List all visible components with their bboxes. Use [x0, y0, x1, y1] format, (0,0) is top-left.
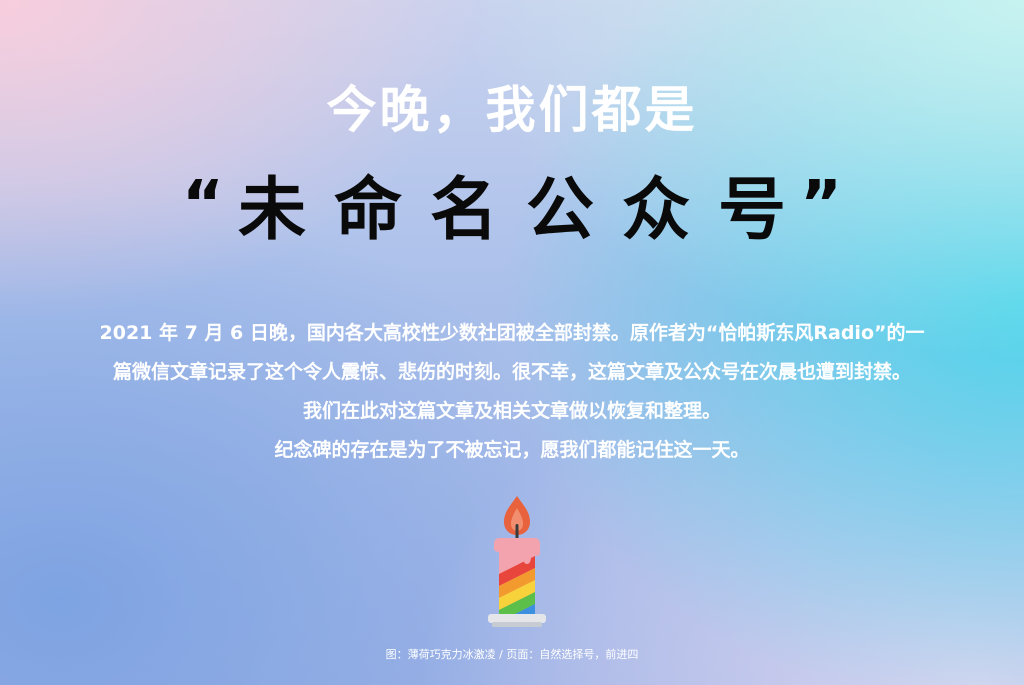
intro-line: 2021 年 7 月 6 日晚，国内各大高校性少数社团被全部封禁。原作者为“恰帕… — [99, 322, 925, 344]
close-quote: ” — [800, 168, 843, 242]
name-char: 未 — [237, 171, 306, 250]
name-char: 号 — [718, 171, 787, 250]
headline-line1: 今晚，我们都是 — [326, 81, 698, 139]
intro-text: 2021 年 7 月 6 日晚，国内各大高校性少数社团被全部封禁。原作者为“恰帕… — [40, 314, 984, 470]
name-char: 命 — [333, 171, 402, 250]
intro-line: 篇微信文章记录了这个令人震惊、悲伤的时刻。很不幸，这篇文章及公众号在次晨也遭到封… — [112, 361, 911, 383]
image-credit: 图：薄荷巧克力冰激凌 / 页面：自然选择号，前进四 — [385, 648, 639, 661]
intro-line: 纪念碑的存在是为了不被忘记，愿我们都能记住这一天。 — [274, 439, 750, 461]
rainbow-candle-icon — [488, 496, 546, 627]
name-char: 公 — [526, 171, 595, 250]
headline-name: “未命名公众号” — [0, 166, 1024, 256]
name-char: 众 — [622, 171, 691, 250]
name-char: 名 — [429, 171, 498, 250]
open-quote: “ — [181, 168, 224, 242]
intro-line: 我们在此对这篇文章及相关文章做以恢复和整理。 — [302, 400, 721, 422]
